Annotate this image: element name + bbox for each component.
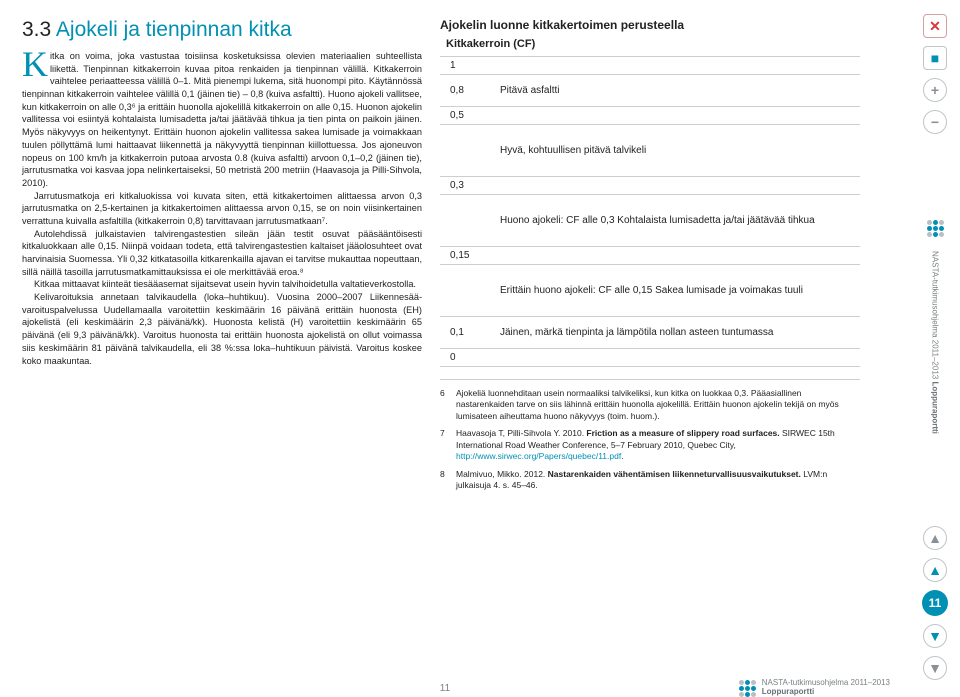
section-title-text: Ajokeli ja tienpinnan kitka — [56, 18, 292, 41]
footer-brand: NASTA-tutkimusohjelma 2011–2013 Loppurap… — [739, 679, 890, 697]
cf-desc — [500, 57, 860, 74]
minus-icon[interactable]: − — [923, 110, 947, 134]
p5: Kelivaroituksia annetaan talvikaudella (… — [22, 291, 422, 367]
cf-desc: Pitävä asfaltti — [500, 75, 860, 106]
cf-val: 1 — [440, 57, 500, 74]
drop-cap: K — [22, 50, 50, 79]
stop-icon[interactable]: ■ — [923, 46, 947, 70]
fn-num: 6 — [440, 388, 450, 422]
cf-desc — [500, 177, 860, 194]
cf-label: Kitkakerroin (CF) — [440, 38, 860, 50]
sidebar-page-badge: 11 — [922, 590, 948, 616]
cf-val: 0,5 — [440, 107, 500, 124]
cf-val: 0,15 — [440, 247, 500, 264]
body-text: Kitka on voima, joka vastustaa toisiinsa… — [22, 50, 422, 367]
plus-icon[interactable]: + — [923, 78, 947, 102]
footnotes: 6Ajokeliä luonnehditaan usein normaaliks… — [440, 379, 860, 492]
fn-num: 8 — [440, 469, 450, 492]
cf-val: 0 — [440, 349, 500, 366]
cf-val: 0,1 — [440, 317, 500, 348]
section-number: 3.3 — [22, 18, 51, 41]
fn-num: 7 — [440, 428, 450, 462]
chevron-up-icon[interactable]: ▲ — [923, 526, 947, 550]
cf-desc — [500, 349, 860, 366]
fn8: Malmivuo, Mikko. 2012. Nastarenkaiden vä… — [456, 469, 860, 492]
cf-val: 0,3 — [440, 177, 500, 194]
cf-val — [440, 265, 500, 316]
sidebar-brand: NASTA-tutkimusohjelma 2011–2013 Loppurap… — [931, 251, 940, 434]
p2: Jarrutusmatkoja eri kitkaluokissa voi ku… — [22, 190, 422, 228]
cf-val — [440, 195, 500, 246]
cf-desc: Erittäin huono ajokeli: CF alle 0,15 Sak… — [500, 265, 860, 316]
chevron-down-icon[interactable]: ▼ — [923, 656, 947, 680]
section-title: 3.3 Ajokeli ja tienpinnan kitka — [22, 18, 422, 42]
chevron-down-icon[interactable]: ▼ — [923, 624, 947, 648]
chevron-up-icon[interactable]: ▲ — [923, 558, 947, 582]
sidebar-controls: ✕ ■ + − NASTA-tutkimusohjelma 2011–2013 … — [910, 0, 960, 694]
fn7-link[interactable]: http://www.sirwec.org/Papers/quebec/11.p… — [456, 451, 621, 461]
cf-desc: Hyvä, kohtuullisen pitävä talvikeli — [500, 125, 860, 176]
cf-desc — [500, 107, 860, 124]
p1: itka on voima, joka vastustaa toisiinsa … — [22, 51, 422, 188]
cf-val — [440, 125, 500, 176]
fn7: Haavasoja T, Pilli-Sihvola Y. 2010. Fric… — [456, 428, 860, 462]
cf-table: 1 0,8Pitävä asfaltti 0,5 Hyvä, kohtuulli… — [440, 56, 860, 367]
close-icon[interactable]: ✕ — [923, 14, 947, 38]
p4: Kitkaa mittaavat kiinteät tiesääasemat s… — [22, 278, 422, 291]
logo-icon — [927, 220, 944, 237]
fn6: Ajokeliä luonnehditaan usein normaaliksi… — [456, 388, 860, 422]
page-number: 11 — [440, 683, 450, 694]
cf-desc — [500, 247, 860, 264]
cf-desc: Jäinen, märkä tienpinta ja lämpötila nol… — [500, 317, 860, 348]
cf-val: 0,8 — [440, 75, 500, 106]
p3: Autolehdissä julkaistavien talvirengaste… — [22, 228, 422, 279]
table-title: Ajokelin luonne kitkakertoimen perusteel… — [440, 18, 860, 32]
cf-desc: Huono ajokeli: CF alle 0,3 Kohtalaista l… — [500, 195, 860, 246]
